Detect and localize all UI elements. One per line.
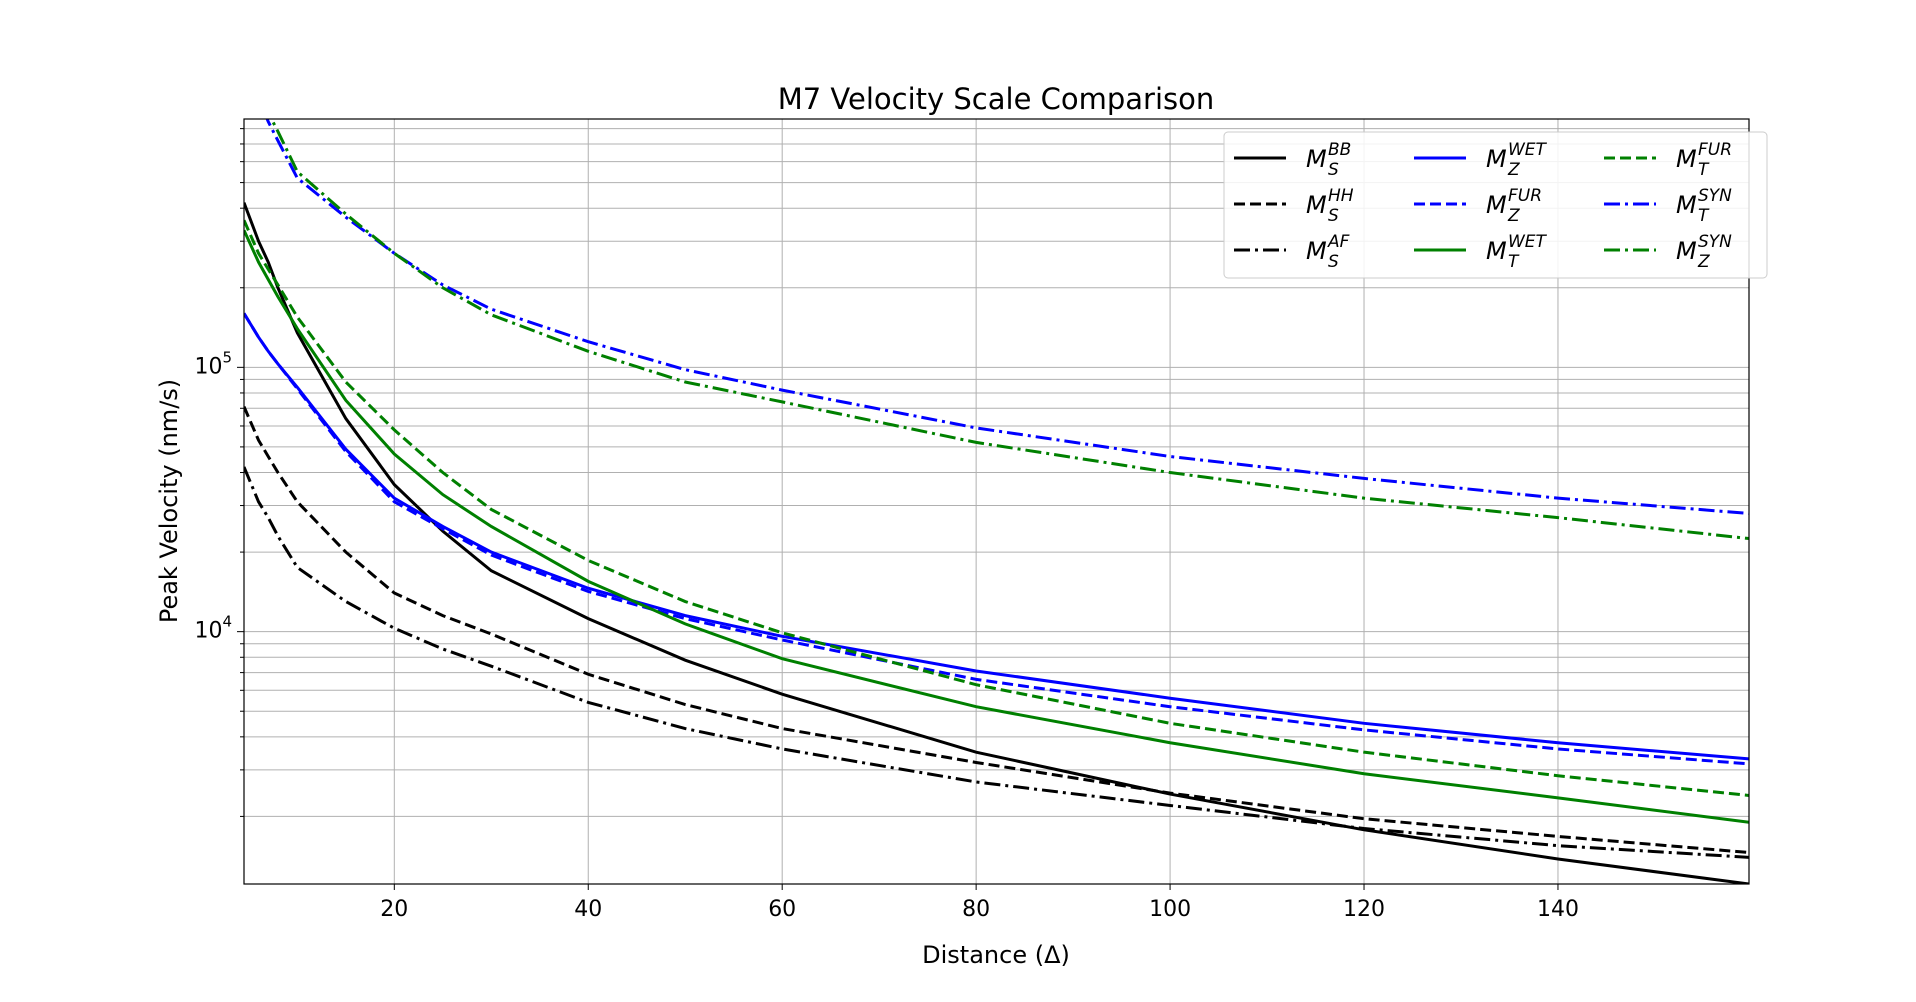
legend-label: MWET T bbox=[1486, 232, 1548, 272]
series-line bbox=[244, 466, 1749, 859]
legend-superscript: FUR bbox=[1508, 186, 1542, 206]
plot-lines bbox=[244, 119, 1749, 884]
y-axis-label: Peak Velocity (nm/s) bbox=[155, 379, 183, 623]
series-line bbox=[244, 406, 1749, 855]
legend-subscript: T bbox=[1698, 206, 1710, 226]
x-tick-label: 140 bbox=[1537, 897, 1579, 922]
legend-name: M bbox=[1486, 191, 1507, 219]
series-line bbox=[244, 229, 1749, 824]
legend-superscript: AF bbox=[1327, 232, 1350, 252]
series-line bbox=[244, 312, 1749, 766]
y-tick-exponent: 4 bbox=[222, 612, 232, 630]
legend-name: M bbox=[1306, 237, 1327, 265]
legend-superscript: HH bbox=[1328, 186, 1354, 206]
y-tick-base: 10 bbox=[194, 354, 222, 379]
legend-label: MFUR T bbox=[1676, 140, 1732, 180]
series-line bbox=[244, 219, 1749, 797]
legend-name: M bbox=[1486, 145, 1507, 173]
legend-name: M bbox=[1676, 191, 1697, 219]
x-tick-label: 80 bbox=[962, 897, 990, 922]
legend-subscript: T bbox=[1508, 252, 1520, 272]
legend-label: MBB S bbox=[1306, 140, 1351, 180]
legend-label: MAF S bbox=[1306, 232, 1350, 272]
legend-subscript: Z bbox=[1507, 206, 1520, 226]
legend-superscript: WET bbox=[1508, 232, 1548, 252]
x-tick-label: 60 bbox=[768, 897, 796, 922]
x-tick-label: 100 bbox=[1149, 897, 1191, 922]
x-tick-label: 40 bbox=[574, 897, 602, 922]
legend-subscript: S bbox=[1328, 252, 1339, 272]
x-tick-label: 20 bbox=[380, 897, 408, 922]
series-line bbox=[269, 119, 1749, 541]
legend-subscript: Z bbox=[1507, 160, 1520, 180]
legend-box bbox=[1223, 131, 1768, 279]
y-tick-base: 10 bbox=[194, 619, 222, 644]
chart-title: M7 Velocity Scale Comparison bbox=[778, 82, 1215, 116]
legend-superscript: SYN bbox=[1698, 232, 1732, 252]
y-tick-label: 105 bbox=[194, 348, 232, 380]
legend-name: M bbox=[1676, 237, 1697, 265]
legend-superscript: FUR bbox=[1698, 140, 1732, 160]
legend-subscript: T bbox=[1698, 160, 1710, 180]
legend-name: M bbox=[1486, 237, 1507, 265]
legend-label: MWET Z bbox=[1486, 140, 1548, 180]
series-line bbox=[244, 312, 1749, 761]
legend-subscript: S bbox=[1328, 206, 1339, 226]
legend-label: MFUR Z bbox=[1486, 186, 1542, 226]
legend-name: M bbox=[1306, 145, 1327, 173]
legend-superscript: WET bbox=[1508, 140, 1548, 160]
series-line bbox=[265, 119, 1749, 515]
plot-frame bbox=[243, 118, 1750, 885]
legend-label: MSYN Z bbox=[1676, 232, 1732, 272]
y-tick-exponent: 5 bbox=[222, 348, 232, 366]
x-axis-label: Distance (Δ) bbox=[922, 941, 1070, 969]
legend-label: MHH S bbox=[1306, 186, 1354, 226]
legend-label: MSYN T bbox=[1676, 186, 1732, 226]
legend-superscript: BB bbox=[1328, 140, 1351, 160]
x-tick-label: 120 bbox=[1343, 897, 1385, 922]
legend-subscript: S bbox=[1328, 160, 1339, 180]
legend-name: M bbox=[1306, 191, 1327, 219]
legend-subscript: Z bbox=[1697, 252, 1710, 272]
legend-name: M bbox=[1676, 145, 1697, 173]
legend-superscript: SYN bbox=[1698, 186, 1732, 206]
y-tick-label: 104 bbox=[194, 612, 232, 644]
